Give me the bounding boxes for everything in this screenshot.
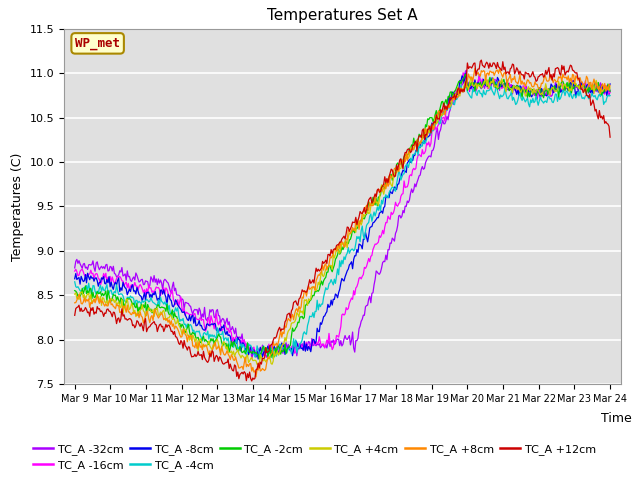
TC_A -2cm <box>362 213 369 218</box>
TC_A +12cm <box>606 134 614 140</box>
TC_A -32cm <box>463 67 470 73</box>
TC_A +8cm <box>512 79 520 84</box>
Text: Time: Time <box>601 412 632 425</box>
TC_A +12cm <box>326 253 334 259</box>
TC_A +8cm <box>606 83 614 89</box>
TC_A -4cm <box>326 280 334 286</box>
TC_A +12cm <box>512 69 520 74</box>
TC_A -16cm <box>260 353 268 359</box>
TC_A +12cm <box>477 57 485 63</box>
Line: TC_A -8cm: TC_A -8cm <box>75 73 610 359</box>
TC_A +4cm <box>326 263 334 269</box>
TC_A +4cm <box>362 211 369 217</box>
Line: TC_A +4cm: TC_A +4cm <box>75 77 610 365</box>
TC_A -4cm <box>362 228 369 234</box>
TC_A -16cm <box>606 90 614 96</box>
Line: TC_A -4cm: TC_A -4cm <box>75 82 610 358</box>
TC_A -8cm <box>362 229 369 235</box>
TC_A -2cm <box>326 263 334 268</box>
TC_A -32cm <box>606 87 614 93</box>
TC_A -32cm <box>512 87 520 93</box>
Text: WP_met: WP_met <box>75 37 120 50</box>
TC_A -4cm <box>71 279 79 285</box>
Line: TC_A -32cm: TC_A -32cm <box>75 70 610 359</box>
TC_A -32cm <box>362 304 369 310</box>
TC_A -2cm <box>596 84 604 90</box>
TC_A -16cm <box>330 345 337 350</box>
TC_A -32cm <box>326 344 334 349</box>
Line: TC_A -2cm: TC_A -2cm <box>75 74 610 359</box>
TC_A +4cm <box>606 85 614 91</box>
TC_A +12cm <box>596 108 604 113</box>
TC_A -16cm <box>71 268 79 274</box>
TC_A -32cm <box>330 337 337 343</box>
TC_A -32cm <box>390 238 398 244</box>
TC_A -16cm <box>362 265 369 271</box>
TC_A -16cm <box>390 206 398 212</box>
Line: TC_A -16cm: TC_A -16cm <box>75 72 610 356</box>
TC_A +12cm <box>71 312 79 318</box>
TC_A -8cm <box>512 88 520 94</box>
TC_A -32cm <box>596 86 604 92</box>
TC_A -16cm <box>460 70 467 75</box>
TC_A +12cm <box>390 174 398 180</box>
TC_A -8cm <box>71 276 79 282</box>
TC_A +12cm <box>330 247 337 252</box>
TC_A +12cm <box>248 378 255 384</box>
TC_A -4cm <box>257 355 264 361</box>
TC_A -4cm <box>606 93 614 98</box>
TC_A -8cm <box>461 71 469 76</box>
TC_A +8cm <box>471 66 479 72</box>
TC_A -32cm <box>71 265 79 271</box>
TC_A +8cm <box>390 166 398 171</box>
TC_A +12cm <box>362 210 369 216</box>
TC_A +4cm <box>512 86 520 92</box>
TC_A +8cm <box>326 255 334 261</box>
TC_A +8cm <box>71 300 79 306</box>
TC_A -4cm <box>493 79 500 85</box>
TC_A -2cm <box>330 265 337 271</box>
TC_A -16cm <box>596 85 604 91</box>
TC_A -4cm <box>512 102 520 108</box>
TC_A -2cm <box>606 88 614 94</box>
TC_A -8cm <box>390 184 398 190</box>
TC_A -2cm <box>255 356 263 362</box>
TC_A +8cm <box>362 205 369 211</box>
TC_A -8cm <box>254 356 262 362</box>
Title: Temperatures Set A: Temperatures Set A <box>267 9 418 24</box>
TC_A -8cm <box>326 303 334 309</box>
TC_A -2cm <box>512 84 520 90</box>
TC_A +4cm <box>467 74 474 80</box>
TC_A -4cm <box>330 282 337 288</box>
TC_A -2cm <box>71 288 79 293</box>
Legend: TC_A -32cm, TC_A -16cm, TC_A -8cm, TC_A -4cm, TC_A -2cm, TC_A +4cm, TC_A +8cm, T: TC_A -32cm, TC_A -16cm, TC_A -8cm, TC_A … <box>29 439 600 476</box>
TC_A +8cm <box>330 251 337 256</box>
TC_A -8cm <box>596 86 604 92</box>
TC_A -2cm <box>461 72 469 77</box>
TC_A -4cm <box>390 187 398 192</box>
TC_A -2cm <box>390 172 398 178</box>
TC_A +4cm <box>71 291 79 297</box>
TC_A -16cm <box>512 86 520 92</box>
TC_A +4cm <box>255 362 263 368</box>
Line: TC_A +12cm: TC_A +12cm <box>75 60 610 381</box>
TC_A +4cm <box>390 171 398 177</box>
TC_A +4cm <box>596 89 604 95</box>
Line: TC_A +8cm: TC_A +8cm <box>75 69 610 377</box>
TC_A -8cm <box>606 81 614 87</box>
TC_A -4cm <box>596 91 604 97</box>
TC_A +4cm <box>330 252 337 257</box>
TC_A -16cm <box>326 340 334 346</box>
Y-axis label: Temperatures (C): Temperatures (C) <box>11 152 24 261</box>
TC_A -8cm <box>330 296 337 302</box>
TC_A -32cm <box>248 356 255 361</box>
TC_A +8cm <box>252 374 260 380</box>
TC_A +8cm <box>596 84 604 89</box>
